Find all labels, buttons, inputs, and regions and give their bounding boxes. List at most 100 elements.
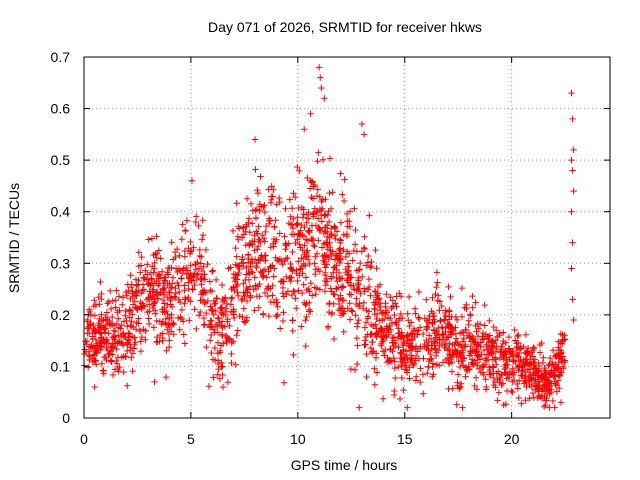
data-point (187, 238, 194, 246)
data-point (499, 380, 507, 387)
data-point (469, 360, 476, 368)
data-point (208, 288, 216, 295)
data-point (290, 190, 297, 197)
data-point (145, 236, 152, 243)
chart-title: Day 071 of 2026, SRMTID for receiver hkw… (208, 19, 482, 35)
data-point (436, 307, 443, 314)
data-point (165, 289, 173, 296)
data-point (299, 214, 307, 221)
data-point (167, 295, 174, 302)
data-point (526, 366, 534, 373)
x-tick-label: 10 (290, 431, 306, 447)
data-point (160, 291, 168, 298)
data-point (409, 330, 416, 337)
data-point (530, 361, 538, 368)
data-point (347, 282, 355, 289)
data-point (124, 347, 131, 355)
data-point (332, 235, 339, 243)
data-point (97, 278, 104, 286)
data-point (407, 344, 415, 352)
data-point (318, 218, 326, 225)
data-point (203, 309, 210, 317)
data-point (559, 337, 567, 344)
data-point (218, 318, 226, 325)
data-point (272, 254, 279, 261)
data-point (326, 155, 334, 162)
data-point (448, 368, 456, 375)
data-point (198, 253, 205, 261)
data-point (322, 228, 329, 235)
data-point (332, 285, 340, 292)
data-point (210, 311, 218, 318)
data-point (346, 223, 354, 231)
data-point (127, 321, 134, 329)
data-point (187, 262, 194, 269)
data-point (249, 269, 256, 276)
data-point (456, 350, 464, 357)
data-point (162, 321, 170, 328)
data-point (370, 322, 377, 330)
data-point (391, 311, 398, 319)
data-point (171, 293, 178, 300)
data-point (281, 233, 288, 240)
data-point (218, 281, 226, 289)
data-point (298, 289, 306, 297)
data-point (415, 288, 423, 296)
data-point (321, 288, 329, 295)
data-point (462, 373, 469, 380)
data-point (289, 225, 297, 232)
data-point (228, 295, 235, 303)
data-point (110, 332, 117, 340)
data-point (192, 266, 200, 273)
data-point (196, 308, 204, 316)
data-point (188, 277, 196, 285)
data-point (360, 299, 368, 306)
data-point (363, 350, 370, 358)
data-point (548, 386, 555, 393)
data-point (454, 371, 462, 378)
data-point (235, 292, 242, 300)
data-point (412, 352, 420, 360)
data-point (180, 331, 187, 338)
data-point (284, 288, 292, 295)
tick-labels: 0 0.1 0.2 0.3 0.4 0.5 0.6 0.7 0 5 10 15 20 (51, 49, 520, 447)
data-point (405, 335, 413, 343)
data-point (132, 291, 140, 299)
data-point (188, 177, 196, 184)
data-point (429, 294, 436, 301)
data-point (191, 281, 198, 289)
data-point (294, 277, 301, 285)
data-point (316, 286, 324, 293)
data-point (239, 253, 246, 261)
data-point (288, 266, 295, 273)
data-point (339, 283, 347, 290)
data-point (84, 364, 92, 371)
data-point (486, 317, 493, 325)
data-point (109, 351, 116, 358)
data-point (474, 352, 481, 359)
data-point (396, 290, 403, 297)
data-point (521, 368, 529, 376)
data-point (200, 314, 208, 322)
data-point (271, 223, 278, 230)
data-point (145, 320, 153, 328)
data-point (246, 229, 254, 236)
data-point (527, 355, 534, 363)
data-point (311, 243, 318, 250)
data-point (251, 274, 258, 281)
data-point (313, 208, 320, 216)
data-point (164, 310, 171, 318)
data-point (296, 266, 304, 273)
data-point (181, 282, 188, 289)
data-point (433, 349, 440, 356)
data-point (405, 293, 413, 301)
data-point (514, 332, 521, 340)
data-point (168, 321, 176, 328)
data-point (124, 382, 131, 389)
data-point (530, 394, 538, 401)
data-point (377, 307, 384, 314)
data-point (340, 231, 347, 238)
data-point (340, 197, 348, 205)
data-point (242, 276, 249, 284)
data-point (543, 395, 550, 402)
